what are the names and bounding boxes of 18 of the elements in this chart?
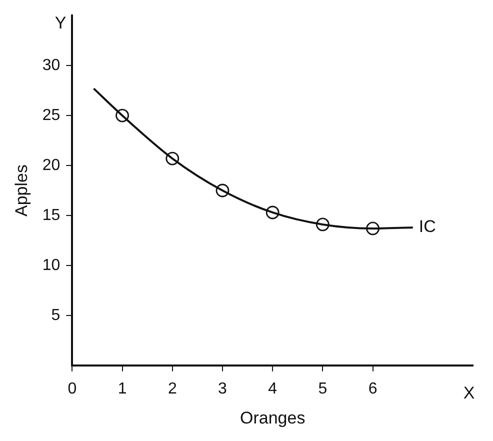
x-tick-label: 1 [118, 380, 127, 398]
x-tick-label: 5 [318, 380, 328, 398]
x-tick-label: 0 [68, 380, 77, 398]
x-tick-label: 2 [168, 380, 177, 398]
y-tick-label: 15 [42, 206, 60, 224]
x-tick-label: 6 [368, 380, 378, 398]
series-label: IC [418, 217, 436, 236]
x-axis-title: Oranges [240, 408, 306, 428]
y-tick-label: 20 [42, 156, 60, 174]
x-tick-label: 3 [218, 380, 228, 398]
x-tick-label: 4 [268, 380, 278, 398]
y-axis-title: Apples [12, 164, 31, 216]
y-tick-label: 30 [42, 56, 60, 74]
y-tick-label: 25 [42, 106, 60, 124]
text: X [463, 384, 475, 403]
y-tick-label: 5 [51, 306, 60, 324]
y-tick-label: 10 [42, 256, 60, 274]
text: Y [54, 13, 66, 32]
